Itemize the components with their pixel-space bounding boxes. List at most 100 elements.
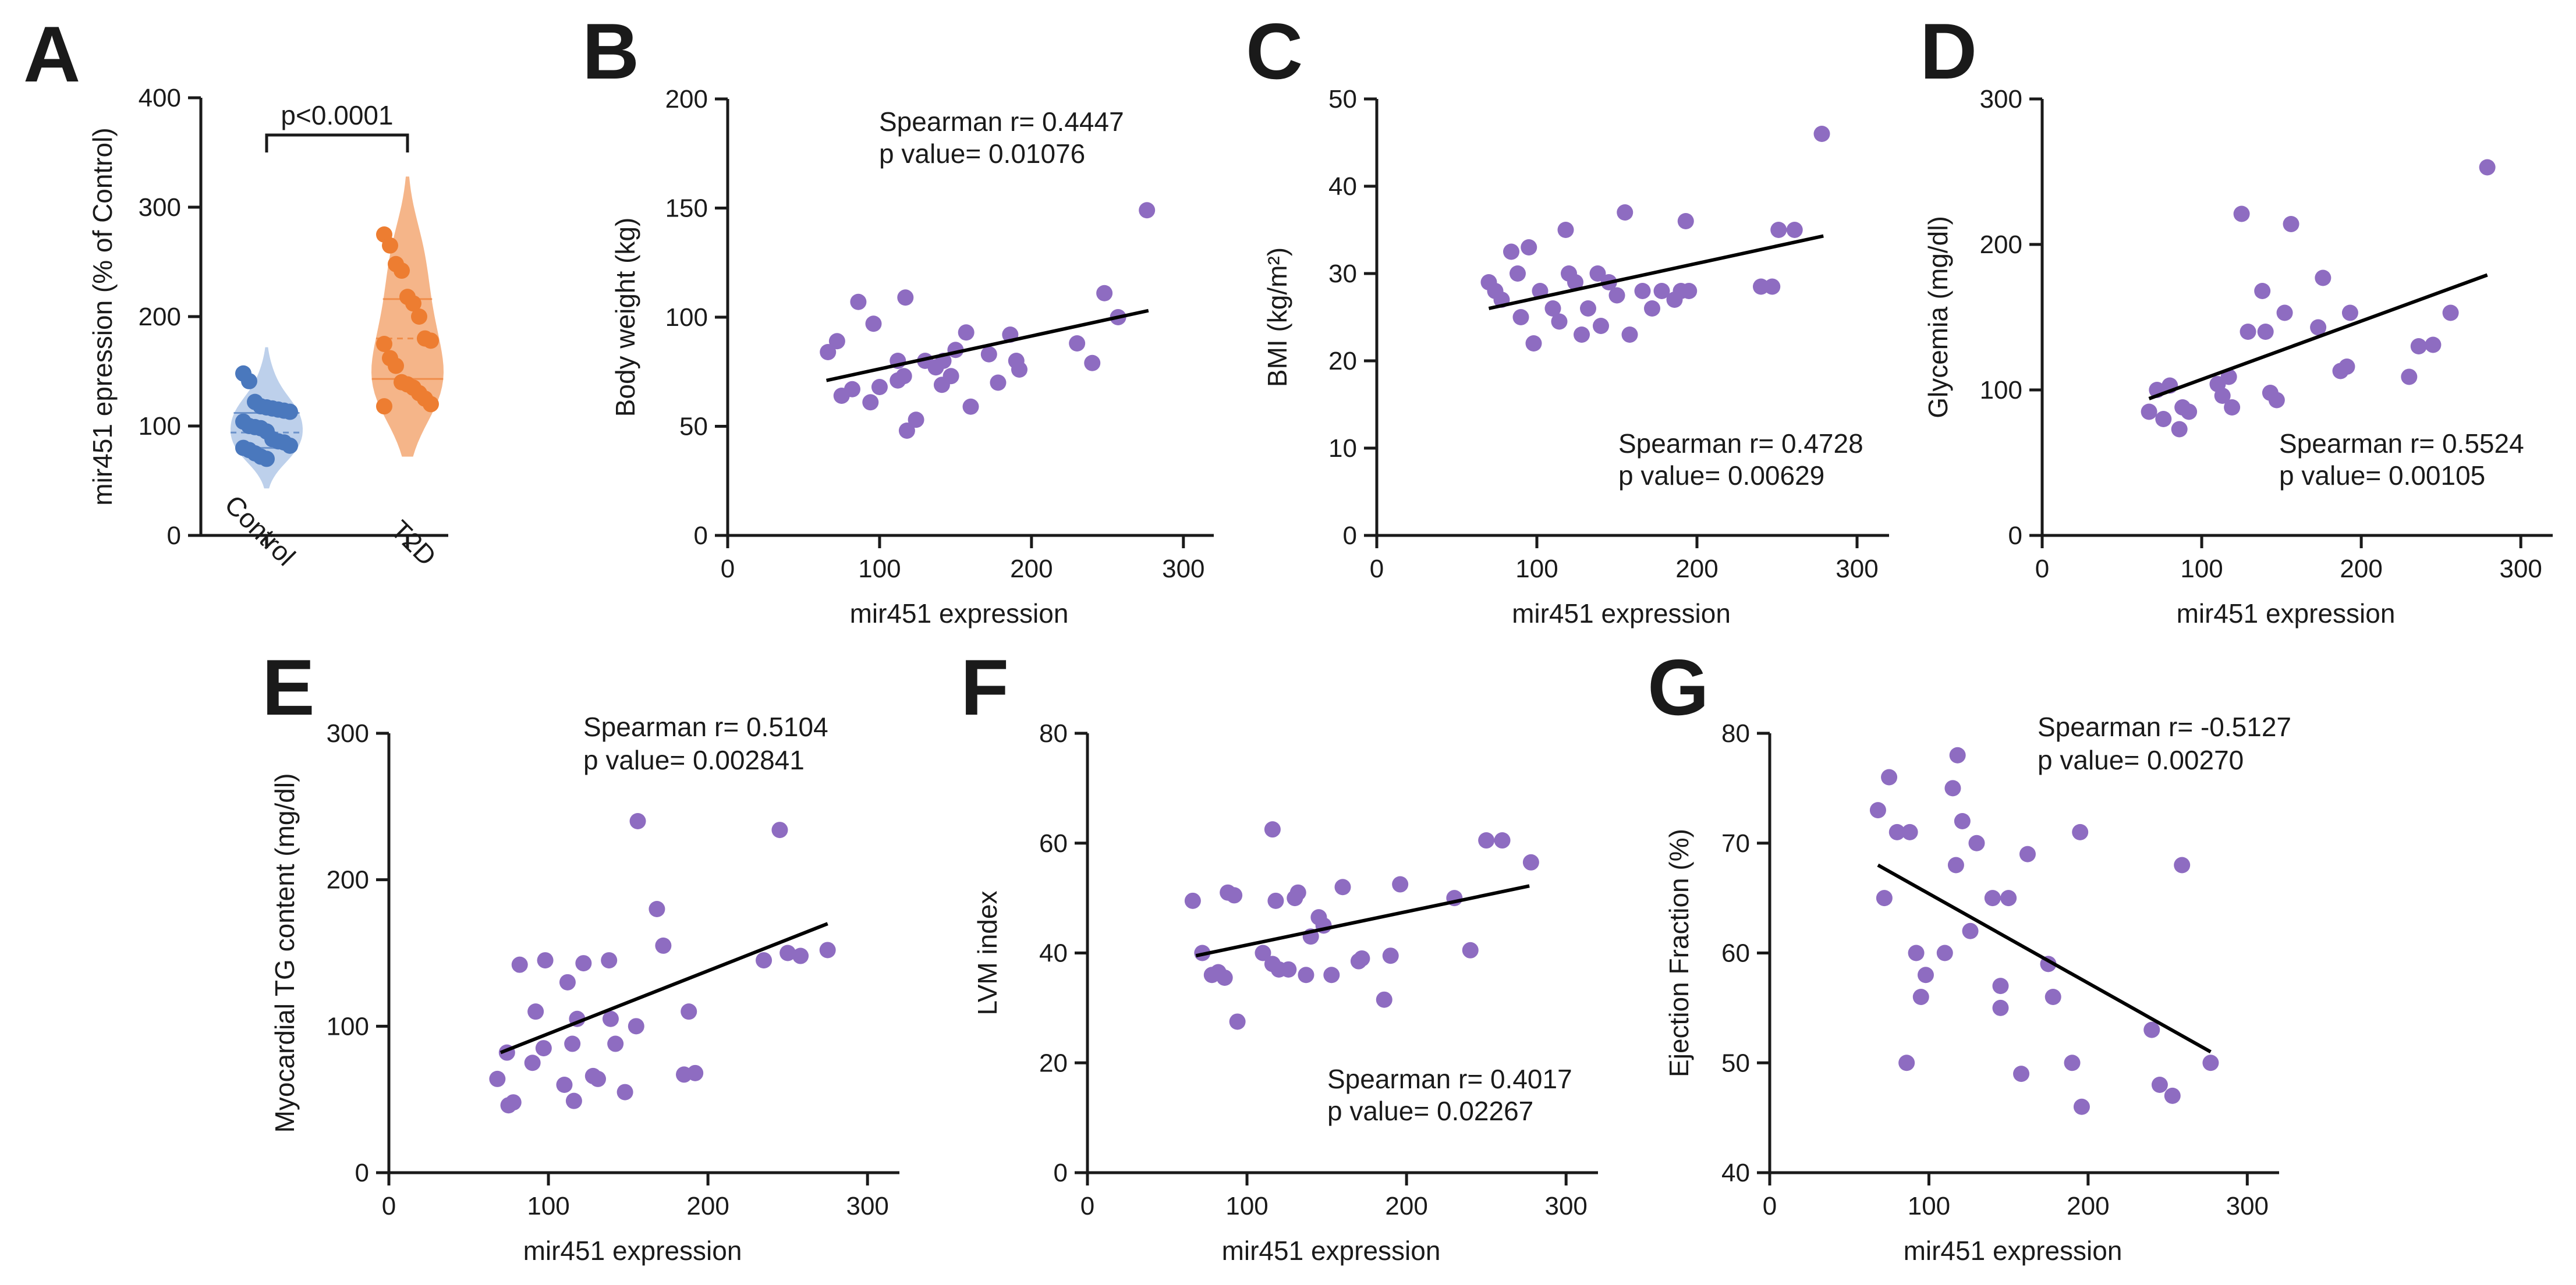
spearman-r-label: Spearman r= 0.5524 — [2279, 428, 2524, 459]
panel-label: F — [961, 643, 1009, 732]
data-point — [1084, 354, 1101, 371]
x-tick-label: 0 — [1080, 1192, 1094, 1220]
data-point — [1992, 978, 2009, 995]
p-value-label: p value= 0.00105 — [2279, 460, 2485, 491]
data-point — [1522, 854, 1539, 871]
significance-label: p<0.0001 — [281, 100, 393, 130]
x-tick-label: 100 — [1225, 1192, 1268, 1220]
data-point — [616, 1084, 633, 1101]
data-point — [394, 262, 410, 279]
data-point — [590, 1070, 607, 1087]
data-point — [564, 1035, 581, 1052]
y-tick-label: 80 — [1721, 719, 1750, 748]
data-point — [411, 308, 427, 325]
data-point — [687, 1064, 704, 1081]
data-point — [1353, 950, 1370, 967]
data-point — [1557, 222, 1574, 238]
data-point — [2073, 1098, 2090, 1115]
data-point — [1382, 947, 1399, 964]
data-point — [1813, 126, 1830, 142]
data-point — [556, 1077, 573, 1093]
panel-label: D — [1920, 7, 1977, 95]
data-point — [1503, 243, 1519, 260]
y-tick-label: 150 — [665, 194, 708, 223]
data-point — [2224, 399, 2241, 416]
data-point — [1184, 892, 1201, 909]
data-point — [942, 368, 959, 385]
data-point — [2141, 403, 2157, 420]
data-point — [2276, 304, 2293, 321]
spearman-r-label: Spearman r= 0.4447 — [879, 107, 1124, 137]
y-tick-label: 0 — [694, 521, 708, 550]
y-tick-label: 80 — [1039, 719, 1068, 748]
data-point — [1992, 999, 2009, 1016]
data-point — [1908, 945, 1925, 961]
y-tick-label: 200 — [1980, 230, 2022, 259]
y-tick-label: 0 — [1343, 521, 1357, 550]
x-tick-label: 0 — [721, 555, 735, 583]
y-tick-label: 60 — [1039, 829, 1068, 858]
data-point — [1677, 213, 1694, 229]
p-value-label: p value= 0.002841 — [583, 745, 805, 775]
data-point — [2283, 216, 2299, 232]
regression-line — [499, 922, 828, 1055]
data-point — [862, 394, 879, 411]
data-point — [850, 293, 867, 310]
data-point — [771, 822, 788, 839]
y-tick-label: 300 — [1980, 85, 2022, 113]
data-point — [2155, 411, 2172, 427]
data-point — [2013, 1066, 2030, 1082]
data-point — [1525, 335, 1542, 352]
data-point — [505, 1094, 522, 1111]
data-point — [655, 937, 672, 954]
data-point — [1462, 942, 1479, 959]
y-tick-label: 40 — [1721, 1159, 1750, 1187]
data-point — [1376, 991, 1392, 1008]
violin-group-control — [231, 347, 303, 489]
y-tick-label: 100 — [327, 1012, 369, 1041]
x-category-label: T2D — [385, 514, 442, 571]
spearman-r-label: Spearman r= -0.5127 — [2038, 712, 2291, 742]
x-tick-label: 0 — [1370, 555, 1384, 583]
data-point — [2174, 857, 2191, 874]
data-point — [1544, 300, 1561, 317]
panel-D: D 0 100 200 300 0 100 200 300 mir451 expression Gl… — [1920, 7, 2553, 629]
data-point — [382, 237, 398, 254]
p-value-label: p value= 0.01076 — [879, 139, 1085, 169]
data-point — [628, 1018, 644, 1035]
data-point — [756, 952, 773, 969]
panel-B: B 0 50 100 150 200 0 100 200 300 mir451 expression… — [582, 7, 1214, 629]
x-tick-label: 300 — [1544, 1192, 1587, 1220]
data-point — [607, 1035, 624, 1052]
x-tick-label: 0 — [382, 1192, 396, 1220]
x-axis-title: mir451 expression — [850, 598, 1069, 629]
data-point — [898, 423, 915, 439]
data-point — [1621, 326, 1638, 343]
y-tick-label: 70 — [1721, 829, 1750, 858]
p-value-label: p value= 0.02267 — [1327, 1096, 1533, 1126]
x-axis-title: mir451 expression — [1512, 598, 1731, 629]
y-tick-label: 200 — [327, 866, 369, 894]
panel-label: A — [23, 10, 80, 98]
data-point — [1226, 887, 1243, 904]
data-point — [1280, 961, 1297, 978]
data-point — [1962, 922, 1979, 939]
y-tick-label: 40 — [1039, 939, 1068, 968]
data-point — [1580, 300, 1596, 317]
x-tick-label: 0 — [2035, 555, 2049, 583]
data-point — [2315, 269, 2331, 286]
data-point — [1944, 780, 1961, 797]
x-tick-label: 0 — [1763, 1192, 1777, 1220]
x-tick-label: 200 — [2340, 555, 2382, 583]
panel-label: B — [582, 7, 639, 95]
data-point — [1510, 265, 1526, 282]
data-point — [565, 1092, 582, 1109]
y-axis-title: Myocardial TG content (mg/dl) — [270, 773, 300, 1133]
y-axis-title: mir451 epression (% of Control) — [87, 127, 118, 505]
data-point — [2044, 989, 2061, 1005]
panel-A: A 0 100 200 300 400 mir451 epression (% of Con… — [23, 10, 448, 571]
data-point — [2310, 319, 2327, 336]
p-value-label: p value= 0.00629 — [1618, 460, 1824, 491]
data-point — [2341, 304, 2358, 321]
